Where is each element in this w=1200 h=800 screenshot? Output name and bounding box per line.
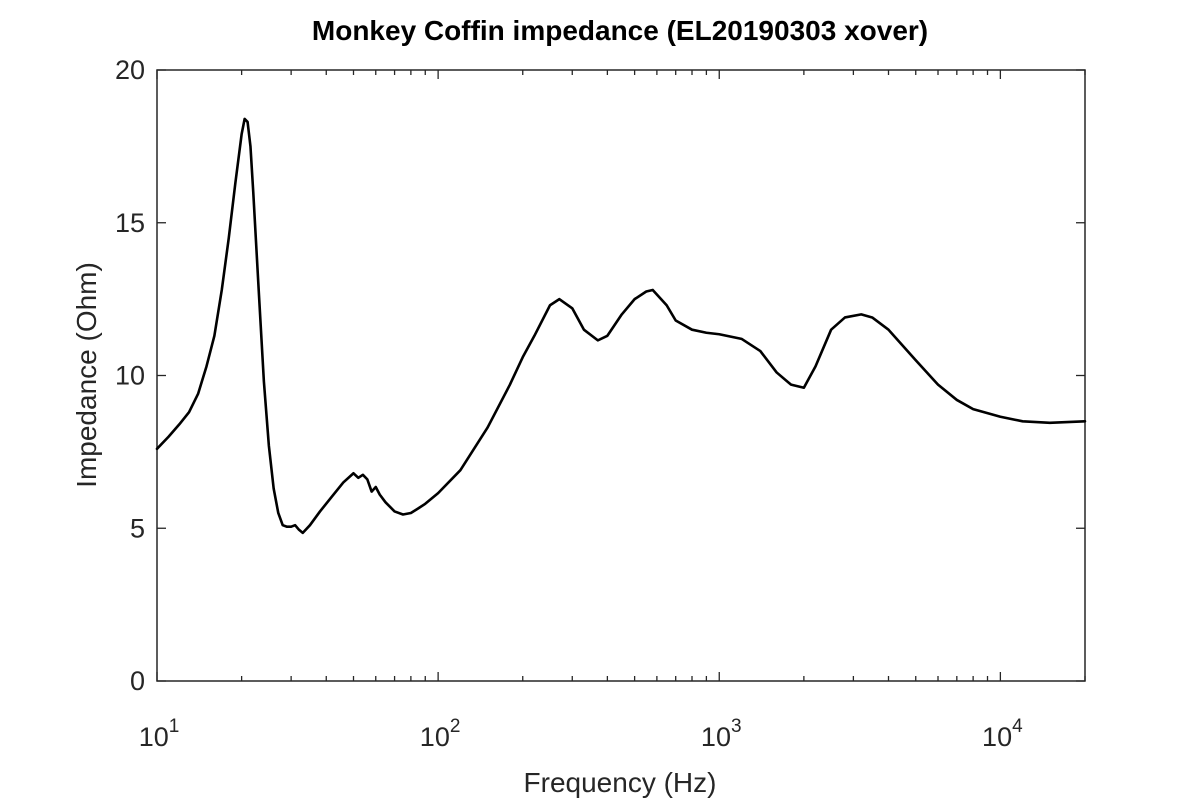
x-tick-base: 10 <box>139 722 169 752</box>
x-tick-exponent: 3 <box>731 716 742 737</box>
y-tick-label: 0 <box>130 666 145 696</box>
x-tick-label: 104 <box>982 716 1023 752</box>
y-tick-label: 5 <box>130 513 145 543</box>
x-axis-label: Frequency (Hz) <box>524 767 717 798</box>
x-tick-base: 10 <box>982 722 1012 752</box>
y-tick-label: 10 <box>115 361 145 391</box>
x-tick-exponent: 2 <box>450 716 461 737</box>
plot-frame <box>156 69 1086 682</box>
x-tick-exponent: 4 <box>1012 716 1023 737</box>
x-tick-exponent: 1 <box>169 716 180 737</box>
chart-title: Monkey Coffin impedance (EL20190303 xove… <box>312 15 928 46</box>
x-tick-label: 102 <box>420 716 461 752</box>
y-tick-label: 20 <box>115 55 145 85</box>
y-tick-label: 15 <box>115 208 145 238</box>
x-tick-base: 10 <box>701 722 731 752</box>
impedance-series-line <box>155 117 1087 535</box>
y-axis-label: Impedance (Ohm) <box>71 262 102 488</box>
x-tick-base: 10 <box>420 722 450 752</box>
x-tick-label: 103 <box>701 716 742 752</box>
x-tick-label: 101 <box>139 716 180 752</box>
x-axis: 101 102 103 104 <box>139 70 1086 752</box>
y-axis: 0 5 10 15 20 <box>115 55 1085 696</box>
